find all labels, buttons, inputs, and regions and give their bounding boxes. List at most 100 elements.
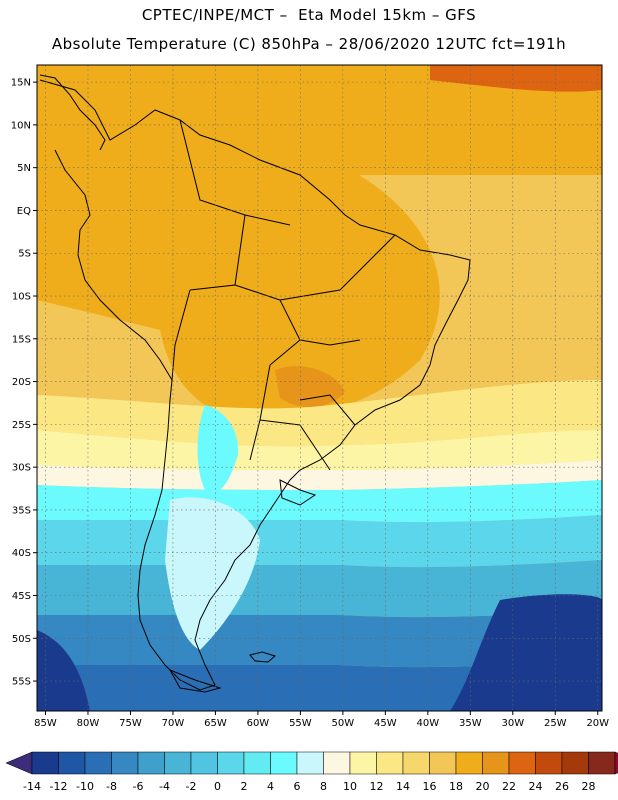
colorbar-swatch: [111, 751, 139, 775]
colorbar-swatch: [58, 751, 86, 775]
lat-label: 35S: [12, 505, 31, 516]
colorbar-swatch: [429, 751, 457, 775]
lat-label: 5S: [18, 249, 31, 260]
colorbar-label: -12: [50, 780, 68, 793]
colorbar-swatch: [376, 751, 404, 775]
colorbar-label: 14: [396, 780, 410, 793]
longitude-labels: 85W 80W 75W 70W 65W 60W 55W 50W 45W 40W 35W 30W 25W 2…: [34, 711, 609, 729]
hot-ocean-patch-ne: [430, 65, 602, 92]
colorbar-label: 12: [370, 780, 384, 793]
lat-label: 15N: [11, 78, 31, 89]
colorbar-swatch: [31, 751, 59, 775]
colorbar-swatch: [84, 751, 112, 775]
colorbar-label: -8: [106, 780, 117, 793]
lon-label: 35W: [459, 718, 482, 729]
coldest-patch-sw: [37, 630, 90, 711]
continent-outline: [39, 74, 471, 693]
colorbar: -14 -12 -10 -8 -6 -4 -2 0 2 4 6 8 10 12 14 16 18 20 22 24 26…: [5, 751, 618, 793]
colorbar-swatch: [535, 751, 563, 775]
lat-label: 20S: [12, 377, 31, 388]
lon-label: 50W: [332, 718, 355, 729]
coldest-patch-se: [450, 594, 602, 711]
lon-label: 70W: [162, 718, 185, 729]
lon-label: 30W: [501, 718, 524, 729]
colorbar-swatch: [190, 751, 218, 775]
colorbar-label: 28: [582, 780, 596, 793]
map-frame: [36, 64, 603, 712]
cold-band-2: [37, 515, 602, 568]
colorbar-label: -10: [76, 780, 94, 793]
colorbar-label: -2: [186, 780, 197, 793]
neutral-band: [37, 460, 602, 490]
country-borders: [171, 119, 396, 471]
colorbar-swatch: [455, 751, 483, 775]
lat-label: 10S: [12, 292, 31, 303]
colorbar-high-arrow: [614, 751, 618, 775]
colorbar-label: 24: [529, 780, 543, 793]
cold-band-4: [37, 610, 602, 668]
colorbar-swatch: [402, 751, 430, 775]
colorbar-swatch: [296, 751, 324, 775]
colorbar-label: 22: [502, 780, 516, 793]
lat-label: 25S: [12, 420, 31, 431]
colorbar-swatch: [588, 751, 616, 775]
colorbar-label: 18: [449, 780, 463, 793]
lon-label: 60W: [247, 718, 270, 729]
colorbar-swatch: [270, 751, 298, 775]
lon-label: 80W: [77, 718, 100, 729]
colorbar-label: -14: [23, 780, 41, 793]
colorbar-swatch: [164, 751, 192, 775]
pale-yellow-band: [37, 430, 602, 470]
chart-title-line1: CPTEC/INPE/MCT – Eta Model 15km – GFS: [141, 6, 477, 24]
chart-title-line2: Absolute Temperature (C) 850hPa – 28/06/…: [51, 35, 567, 53]
colorbar-label: 2: [241, 780, 248, 793]
lon-label: 85W: [34, 718, 57, 729]
lon-label: 20W: [586, 718, 609, 729]
uruguay-coast: [279, 479, 317, 506]
patagonia-cool-zone: [165, 497, 260, 650]
lat-label: 45S: [12, 591, 31, 602]
colorbar-swatch: [561, 751, 589, 775]
colorbar-label: 8: [320, 780, 327, 793]
andes-cold-tongue: [197, 405, 239, 493]
colorbar-label: 16: [423, 780, 437, 793]
colorbar-label: 10: [343, 780, 357, 793]
lat-label: EQ: [17, 206, 31, 217]
lat-label: 30S: [12, 463, 31, 474]
mid-latitude-warm-band: [37, 380, 602, 447]
colorbar-swatch: [349, 751, 377, 775]
colorbar-label: -6: [133, 780, 144, 793]
lon-label: 25W: [544, 718, 567, 729]
colorbar-label: 26: [555, 780, 569, 793]
lat-label: 15S: [12, 334, 31, 345]
colorbar-label: 20: [476, 780, 490, 793]
colorbar-low-arrow: [5, 751, 33, 775]
colorbar-label: -4: [159, 780, 170, 793]
lon-label: 65W: [204, 718, 227, 729]
lat-label: 5N: [17, 163, 31, 174]
colorbar-label: 4: [267, 780, 274, 793]
colorbar-swatch: [508, 751, 536, 775]
lon-label: 75W: [119, 718, 142, 729]
lat-label: 55S: [12, 677, 31, 688]
lon-label: 55W: [289, 718, 312, 729]
latitude-labels: 15N 10N 5N EQ 5S 10S 15S 20S 25S 30S 35S 40S 45S 50S 5…: [11, 78, 37, 688]
lat-label: 50S: [12, 634, 31, 645]
colorbar-swatch: [482, 751, 510, 775]
lat-label: 10N: [11, 120, 31, 131]
lon-label: 45W: [374, 718, 397, 729]
falkland-islands: [249, 651, 277, 663]
hot-interior-patch: [275, 366, 345, 408]
colorbar-swatch: [137, 751, 165, 775]
central-america-outline: [39, 74, 106, 151]
lon-label: 40W: [417, 718, 440, 729]
temperature-map: 15N 10N 5N EQ 5S 10S 15S 20S 25S 30S 35S 40S 45S 50S 5…: [11, 64, 609, 729]
lat-label: 40S: [12, 548, 31, 559]
colorbar-label: 6: [294, 780, 301, 793]
colorbar-swatch: [217, 751, 245, 775]
tierra-del-fuego: [168, 669, 222, 693]
colorbar-swatch: [243, 751, 271, 775]
tropical-warm-zone: [37, 125, 440, 420]
colorbar-label: 0: [214, 780, 221, 793]
colorbar-swatch: [323, 751, 351, 775]
